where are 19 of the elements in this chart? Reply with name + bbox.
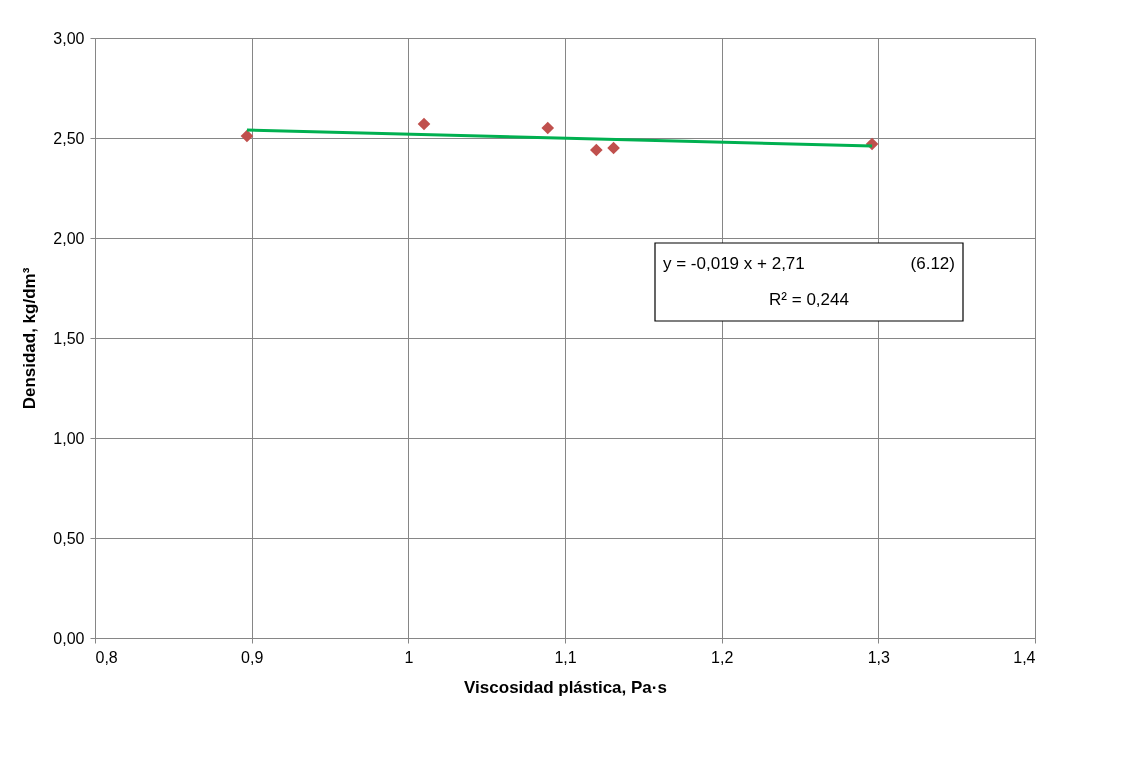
y-tick-label: 3,00: [53, 29, 85, 47]
x-tick-label: 1,4: [1013, 648, 1036, 666]
y-tick-label: 2,00: [53, 229, 85, 247]
x-tick-label: 1: [404, 648, 414, 666]
y-tick-label: 1,50: [53, 329, 85, 347]
x-tick-label: 1,1: [554, 648, 577, 666]
x-axis-title: Viscosidad plástica, Pa·s: [464, 677, 667, 697]
annotation: (6.12): [910, 254, 955, 273]
y-tick-label: 0,50: [53, 529, 85, 547]
y-tick-label: 0,00: [53, 629, 85, 647]
x-tick-label: 1,2: [711, 648, 734, 666]
x-tick-label: 1,3: [867, 648, 891, 666]
y-axis-title: Densidad, kg/dm³: [20, 267, 40, 410]
x-tick-label: 0,9: [241, 648, 264, 666]
annotation: y = -0,019 x + 2,71: [663, 254, 805, 273]
x-tick-label: 0,8: [95, 648, 118, 666]
y-tick-label: 1,00: [53, 429, 85, 447]
y-tick-label: 2,50: [53, 129, 85, 147]
annotation: R² = 0,244: [769, 290, 849, 309]
